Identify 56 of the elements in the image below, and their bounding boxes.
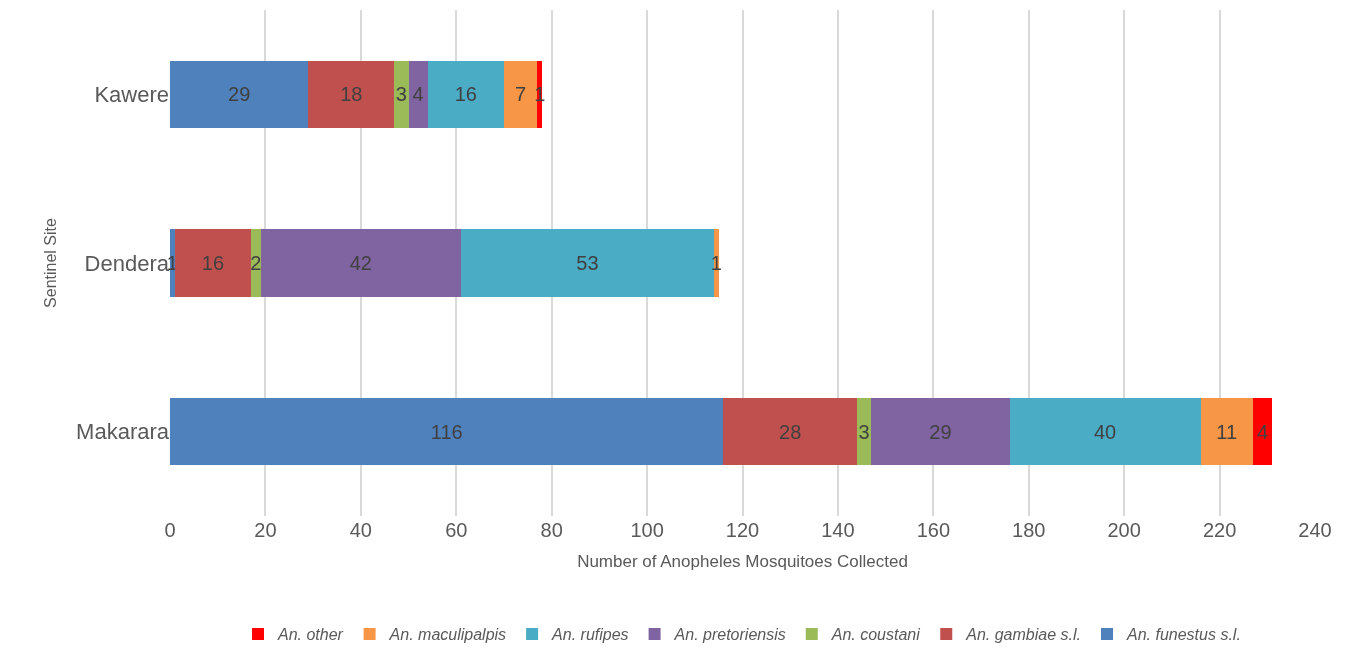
data-label: 40 bbox=[1093, 420, 1117, 443]
bar bbox=[260, 229, 462, 297]
bar bbox=[251, 229, 261, 297]
bar bbox=[871, 397, 1010, 466]
x-tick-label: 160 bbox=[916, 519, 951, 541]
x-tick-label: 120 bbox=[725, 519, 760, 541]
data-label: 4 bbox=[1256, 420, 1269, 443]
x-tick-label: 0 bbox=[164, 519, 176, 541]
x-axis-title: Number of Anopheles Mosquitoes Collected bbox=[577, 552, 908, 572]
data-label: 7 bbox=[515, 83, 527, 106]
bar bbox=[170, 397, 724, 466]
x-tick-label: 80 bbox=[540, 519, 563, 541]
legend-label: An. maculipalpis bbox=[388, 626, 507, 644]
bar bbox=[1252, 397, 1273, 466]
data-label: 3 bbox=[858, 420, 870, 443]
data-label: 4 bbox=[412, 83, 424, 106]
x-tick-label: 180 bbox=[1012, 519, 1046, 541]
bar bbox=[1009, 397, 1201, 466]
bar bbox=[308, 60, 395, 129]
bar bbox=[723, 397, 857, 466]
legend-label: An. other bbox=[277, 626, 344, 644]
data-label: 2 bbox=[250, 252, 262, 274]
x-tick-label: 220 bbox=[1202, 519, 1237, 541]
data-label: 16 bbox=[201, 252, 225, 274]
x-tick-label: 20 bbox=[254, 519, 277, 541]
bar bbox=[427, 60, 504, 129]
y-tick-label: Kawere bbox=[94, 82, 169, 108]
bar bbox=[174, 229, 252, 297]
legend-label: An. coustani bbox=[830, 626, 921, 644]
y-tick-label: Makarara bbox=[76, 419, 170, 445]
data-label: 28 bbox=[779, 420, 802, 443]
x-tick-label: 40 bbox=[349, 519, 372, 541]
data-label: 29 bbox=[929, 420, 952, 443]
legend-label: An. rufipes bbox=[551, 626, 629, 644]
data-label: 11 bbox=[1216, 420, 1238, 443]
data-label: 42 bbox=[349, 252, 372, 274]
legend-label: An. funestus s.l. bbox=[1125, 626, 1241, 644]
bar bbox=[461, 229, 714, 297]
data-label: 16 bbox=[454, 83, 477, 106]
x-tick-label: 200 bbox=[1107, 519, 1141, 541]
legend-label: An. gambiae s.l. bbox=[965, 626, 1081, 644]
bar bbox=[408, 60, 428, 129]
y-axis-title: Sentinel Site bbox=[41, 217, 59, 308]
data-label: 18 bbox=[340, 83, 363, 106]
data-label: 29 bbox=[228, 83, 251, 106]
x-tick-label: 240 bbox=[1298, 519, 1332, 541]
data-label: 116 bbox=[430, 420, 463, 443]
legend-label: An. pretoriensis bbox=[673, 626, 786, 644]
bar bbox=[170, 60, 309, 129]
x-tick-label: 60 bbox=[445, 519, 468, 541]
x-tick-label: 100 bbox=[630, 519, 664, 541]
bar bbox=[394, 60, 409, 129]
data-label: 3 bbox=[395, 83, 407, 106]
data-label: 53 bbox=[576, 252, 599, 274]
bar bbox=[1200, 397, 1253, 466]
x-tick-label: 140 bbox=[821, 519, 855, 541]
